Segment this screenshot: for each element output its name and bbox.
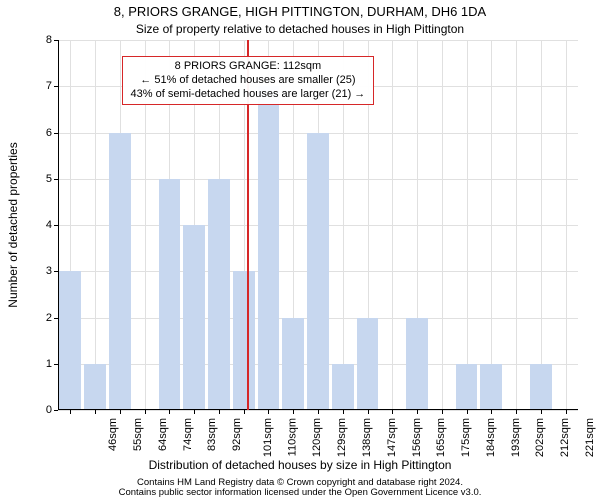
x-tick-mark (491, 410, 492, 414)
bar (307, 133, 329, 411)
x-tick-mark (70, 410, 71, 414)
annotation-line-3: 43% of semi-detached houses are larger (… (131, 88, 366, 102)
x-tick-label: 184sqm (485, 418, 497, 457)
x-tick-mark (392, 410, 393, 414)
bar (480, 364, 502, 410)
x-tick-label: 156sqm (411, 418, 423, 457)
annotation-line-2: ← 51% of detached houses are smaller (25… (131, 74, 366, 88)
y-tick-label: 4 (12, 219, 52, 231)
bar (456, 364, 478, 410)
bar (59, 271, 81, 410)
chart-footer: Contains HM Land Registry data © Crown c… (0, 478, 600, 499)
y-tick-mark (54, 179, 58, 180)
bar (357, 318, 379, 411)
y-tick-mark (54, 410, 58, 411)
y-tick-label: 5 (12, 173, 52, 185)
bar (332, 364, 354, 410)
x-tick-mark (566, 410, 567, 414)
x-tick-mark (293, 410, 294, 414)
x-tick-mark (268, 410, 269, 414)
x-tick-label: 221sqm (584, 418, 596, 457)
y-tick-mark (54, 40, 58, 41)
bar (183, 225, 205, 410)
x-tick-label: 120sqm (312, 418, 324, 457)
x-tick-mark (368, 410, 369, 414)
x-tick-label: 74sqm (182, 418, 194, 451)
chart-container: 8, PRIORS GRANGE, HIGH PITTINGTON, DURHA… (0, 0, 600, 500)
y-tick-label: 6 (12, 127, 52, 139)
y-tick-label: 0 (12, 404, 52, 416)
x-tick-mark (417, 410, 418, 414)
y-tick-mark (54, 225, 58, 226)
x-tick-mark (194, 410, 195, 414)
bar (233, 271, 255, 410)
y-tick-mark (54, 86, 58, 87)
x-tick-mark (219, 410, 220, 414)
footer-line-1: Contains HM Land Registry data © Crown c… (137, 477, 463, 488)
annotation-box: 8 PRIORS GRANGE: 112sqm← 51% of detached… (122, 56, 375, 105)
bar (406, 318, 428, 411)
x-tick-label: 101sqm (262, 418, 274, 457)
bar (208, 179, 230, 410)
y-tick-mark (54, 271, 58, 272)
y-tick-label: 3 (12, 265, 52, 277)
bar (282, 318, 304, 411)
chart-subtitle: Size of property relative to detached ho… (0, 22, 600, 36)
x-tick-label: 202sqm (534, 418, 546, 457)
x-tick-label: 175sqm (460, 418, 472, 457)
bar (258, 86, 280, 410)
x-tick-mark (516, 410, 517, 414)
y-tick-label: 7 (12, 80, 52, 92)
x-tick-mark (467, 410, 468, 414)
y-tick-label: 1 (12, 358, 52, 370)
x-tick-label: 129sqm (336, 418, 348, 457)
x-tick-label: 212sqm (559, 418, 571, 457)
y-tick-mark (54, 133, 58, 134)
x-tick-label: 165sqm (435, 418, 447, 457)
x-tick-mark (169, 410, 170, 414)
x-tick-mark (95, 410, 96, 414)
x-tick-mark (343, 410, 344, 414)
chart-title: 8, PRIORS GRANGE, HIGH PITTINGTON, DURHA… (0, 4, 600, 19)
x-tick-label: 55sqm (132, 418, 144, 451)
x-tick-label: 64sqm (157, 418, 169, 451)
bar (109, 133, 131, 411)
bar (159, 179, 181, 410)
annotation-line-1: 8 PRIORS GRANGE: 112sqm (131, 60, 366, 74)
x-tick-mark (244, 410, 245, 414)
footer-line-2: Contains public sector information licen… (119, 487, 482, 498)
x-tick-label: 46sqm (107, 418, 119, 451)
y-axis-line (58, 40, 59, 410)
x-tick-label: 147sqm (386, 418, 398, 457)
y-tick-label: 2 (12, 312, 52, 324)
x-tick-label: 110sqm (286, 418, 298, 456)
y-tick-label: 8 (12, 34, 52, 46)
y-tick-mark (54, 364, 58, 365)
x-axis-title: Distribution of detached houses by size … (0, 458, 600, 472)
x-tick-mark (120, 410, 121, 414)
x-tick-mark (145, 410, 146, 414)
x-tick-label: 193sqm (510, 418, 522, 457)
x-tick-mark (442, 410, 443, 414)
x-tick-label: 83sqm (206, 418, 218, 451)
bar (84, 364, 106, 410)
y-tick-mark (54, 318, 58, 319)
x-tick-label: 138sqm (361, 418, 373, 457)
x-tick-mark (541, 410, 542, 414)
x-tick-label: 92sqm (231, 418, 243, 451)
x-tick-mark (318, 410, 319, 414)
bar (530, 364, 552, 410)
